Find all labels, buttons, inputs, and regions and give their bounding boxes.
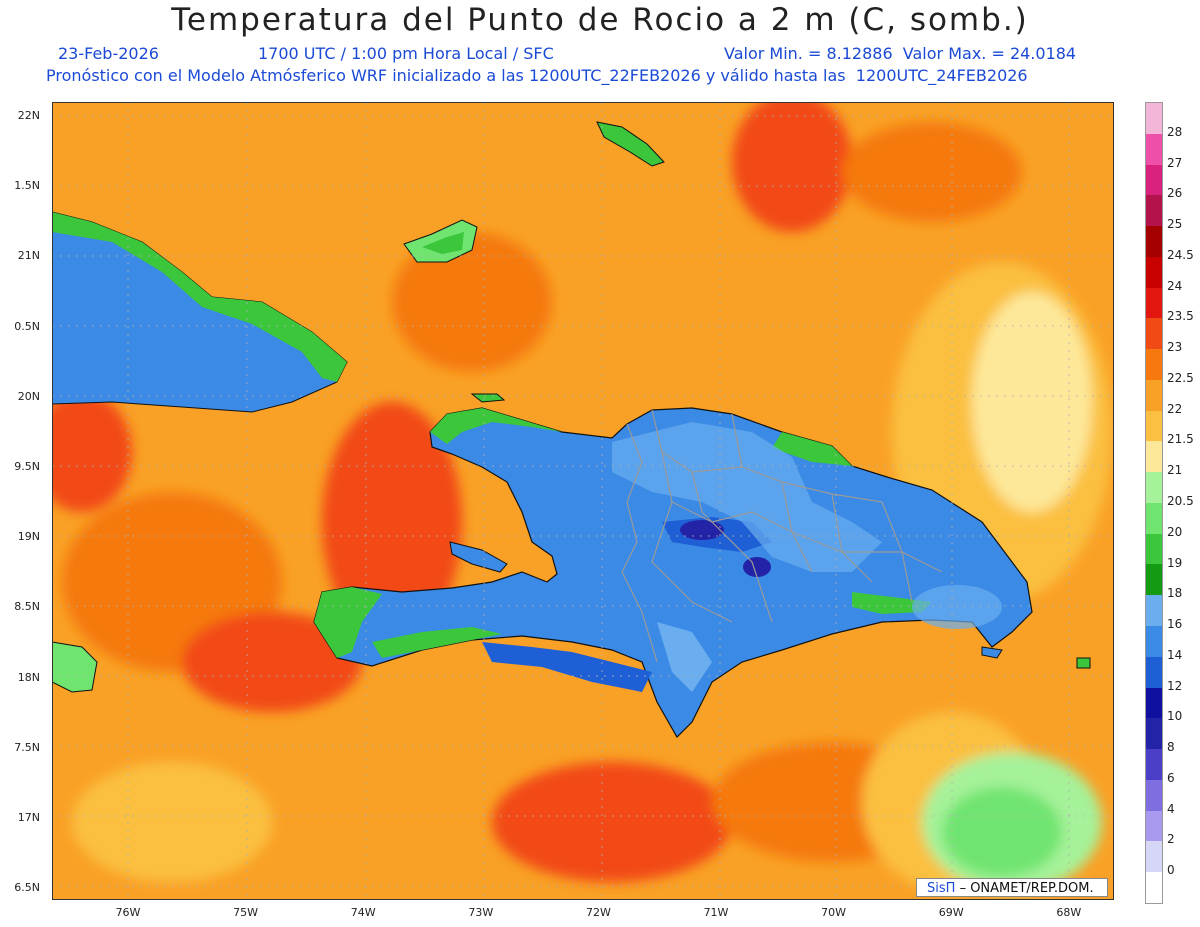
colorbar-label: 21 <box>1167 463 1183 478</box>
credit-box: SisΠ – ONAMET/REP.DOM. <box>916 878 1108 897</box>
model-info: Pronóstico con el Modelo Atmósferico WRF… <box>46 66 1028 85</box>
min-max-values: Valor Min. = 8.12886 Valor Max. = 24.018… <box>724 44 1077 63</box>
y-axis-label: 6.5N <box>14 881 40 895</box>
y-axis-label: 17N <box>17 811 40 824</box>
dr-province-borders <box>621 409 943 663</box>
colorbar-label: 22.5 <box>1167 370 1194 385</box>
colorbar-cell <box>1146 410 1162 442</box>
colorbar <box>1145 102 1163 904</box>
colorbar-cell <box>1146 502 1162 534</box>
great-inagua-island <box>403 219 478 263</box>
colorbar-cell <box>1146 349 1162 380</box>
colorbar-label: 23 <box>1167 340 1183 355</box>
forecast-date: 23-Feb-2026 <box>58 44 159 63</box>
x-axis-label: 70W <box>821 906 847 919</box>
dewpoint-map <box>52 102 1114 900</box>
colorbar-label: 14 <box>1167 647 1183 662</box>
credit-brand: SisΠ <box>927 881 956 896</box>
colorbar-label: 0 <box>1167 863 1175 878</box>
jamaica-island <box>52 641 98 693</box>
cuba-landmass <box>52 211 348 413</box>
gonave-island <box>449 541 508 573</box>
colorbar-cell <box>1146 779 1162 811</box>
colorbar-cell <box>1146 564 1162 596</box>
colorbar-cell <box>1146 872 1162 903</box>
colorbar-label: 12 <box>1167 678 1183 693</box>
colorbar-cell <box>1146 656 1162 688</box>
map-gridlines <box>52 102 1114 900</box>
y-axis-label: 1.5N <box>14 179 40 193</box>
colorbar-label: 4 <box>1167 801 1175 816</box>
tortuga-island <box>470 393 506 403</box>
y-axis-label: 18N <box>17 670 40 684</box>
colorbar-cell <box>1146 595 1162 627</box>
colorbar-cell <box>1146 164 1162 196</box>
colorbar-cell <box>1146 749 1162 780</box>
colorbar-label: 10 <box>1167 709 1183 724</box>
colorbar-label: 26 <box>1167 186 1183 201</box>
colorbar-cell <box>1146 195 1162 227</box>
colorbar-cell <box>1146 533 1162 565</box>
colorbar-label: 6 <box>1167 770 1175 785</box>
colorbar-cell <box>1146 810 1162 842</box>
colorbar-cell <box>1146 379 1162 411</box>
puerto-rico-edge <box>1076 657 1091 669</box>
colorbar-label: 20 <box>1167 524 1183 539</box>
y-axis-label: 8.5N <box>14 600 40 614</box>
map-title: Temperatura del Punto de Rocio a 2 m (C,… <box>171 2 1029 38</box>
credit-text: – ONAMET/REP.DOM. <box>959 881 1094 896</box>
colorbar-label: 28 <box>1167 124 1183 139</box>
colorbar-label: 22 <box>1167 401 1183 416</box>
colorbar-cell <box>1146 256 1162 288</box>
colorbar-cell <box>1146 103 1162 134</box>
y-axis-label: 21N <box>17 249 40 263</box>
y-axis-label: 22N <box>17 109 40 122</box>
x-axis-label: 68W <box>1056 906 1082 919</box>
colorbar-cell <box>1146 718 1162 750</box>
colorbar-cell <box>1146 687 1162 719</box>
colorbar-cell <box>1146 441 1162 473</box>
saona-island <box>981 646 1003 659</box>
colorbar-label: 16 <box>1167 617 1183 632</box>
x-axis-label: 72W <box>585 906 611 919</box>
y-axis-label: 9.5N <box>14 460 40 473</box>
colorbar-label: 23.5 <box>1167 309 1194 324</box>
x-axis-label: 76W <box>115 906 141 919</box>
x-axis-label: 73W <box>468 906 494 919</box>
x-axis-label: 71W <box>703 906 729 919</box>
colorbar-cell <box>1146 287 1162 319</box>
colorbar-label: 18 <box>1167 586 1183 601</box>
colorbar-label: 24.5 <box>1167 247 1194 262</box>
colorbar-cell <box>1146 472 1162 503</box>
colorbar-cell <box>1146 226 1162 257</box>
y-axis-label: 0.5N <box>14 319 40 333</box>
colorbar-label: 25 <box>1167 217 1183 232</box>
colorbar-label: 24 <box>1167 278 1183 293</box>
colorbar-label: 20.5 <box>1167 494 1194 508</box>
y-axis-label: 7.5N <box>14 740 40 754</box>
colorbar-label: 27 <box>1167 155 1183 170</box>
colorbar-cell <box>1146 626 1162 657</box>
colorbar-label: 8 <box>1167 740 1175 755</box>
hispaniola-landmass <box>313 407 1033 738</box>
forecast-time: 1700 UTC / 1:00 pm Hora Local / SFC <box>258 44 554 63</box>
colorbar-label: 19 <box>1167 555 1183 570</box>
colorbar-cell <box>1146 133 1162 165</box>
colorbar-cell <box>1146 841 1162 873</box>
caicos-island <box>596 121 665 167</box>
colorbar-cell <box>1146 318 1162 350</box>
x-axis-label: 69W <box>938 906 964 919</box>
y-axis-label: 19N <box>17 530 40 544</box>
colorbar-label: 2 <box>1167 832 1175 847</box>
x-axis-label: 75W <box>233 906 259 919</box>
y-axis-label: 20N <box>17 389 40 403</box>
colorbar-label: 21.5 <box>1167 432 1194 447</box>
x-axis-label: 74W <box>350 906 376 919</box>
